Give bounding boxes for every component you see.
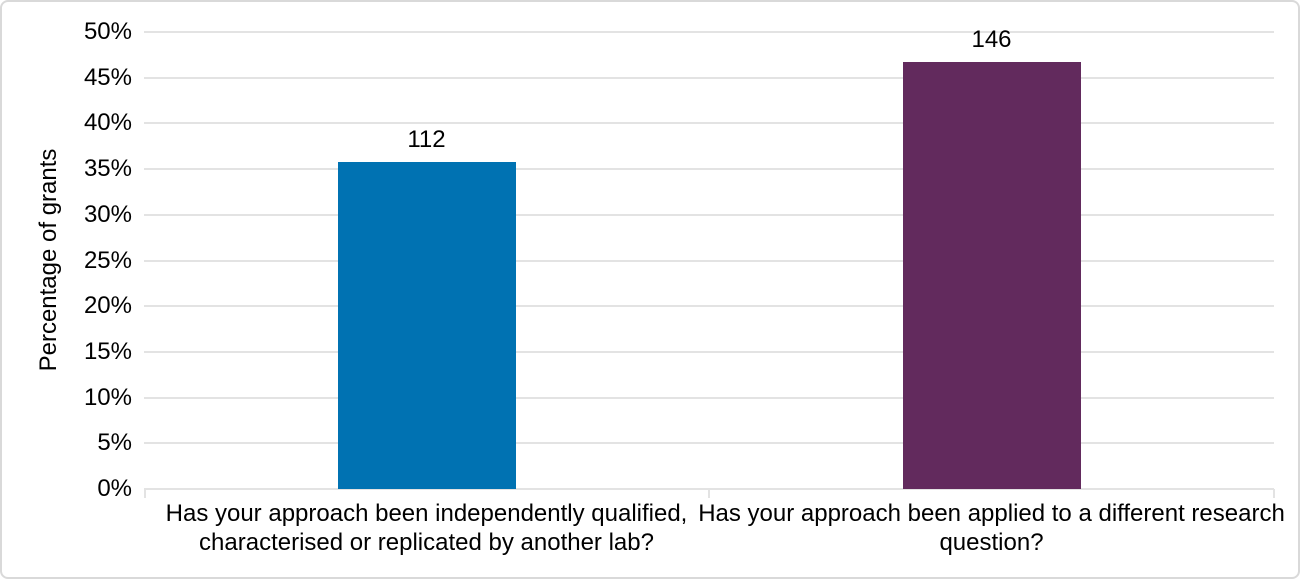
bar (902, 62, 1081, 489)
x-axis-tick (1273, 489, 1275, 498)
y-tick-label: 30% (83, 200, 132, 228)
x-category-label: Has your approach been independently qua… (165, 500, 688, 556)
plot-area: 0% 5% 10% 15% 20% 25% 30% 35% 40% 45% 50% 112 146 (84, 19, 1275, 502)
y-tick-label: 5% (97, 429, 132, 457)
bar-value-label: 112 (407, 125, 446, 153)
x-category-label: Has your approach been applied to a diff… (698, 500, 1285, 556)
y-tick-label: 50% (83, 18, 132, 45)
x-axis-tick (708, 489, 710, 498)
gridline (144, 213, 1274, 216)
bar (337, 161, 516, 489)
gridline (144, 168, 1274, 171)
gridline (144, 122, 1274, 125)
gridline (144, 350, 1274, 353)
y-tick-label: 45% (83, 63, 132, 91)
gridline (144, 76, 1274, 79)
y-tick-label: 25% (83, 246, 132, 274)
gridline (144, 442, 1274, 445)
gridline (144, 31, 1274, 33)
bar-value-label: 146 (971, 26, 1012, 54)
x-axis-tick (144, 489, 146, 498)
y-tick-label: 35% (83, 155, 132, 183)
gridline (144, 305, 1274, 308)
x-axis-line (144, 488, 1274, 490)
y-tick-label: 40% (83, 109, 132, 137)
gridline (144, 396, 1274, 399)
y-tick-label: 20% (83, 292, 132, 320)
gridline (144, 259, 1274, 262)
y-tick-label: 0% (97, 475, 132, 502)
y-tick-label: 10% (83, 383, 132, 411)
y-axis-title: Percentage of grants (35, 148, 62, 372)
y-tick-label: 15% (83, 337, 132, 365)
x-axis-labels: Has your approach been independently qua… (144, 499, 1285, 569)
